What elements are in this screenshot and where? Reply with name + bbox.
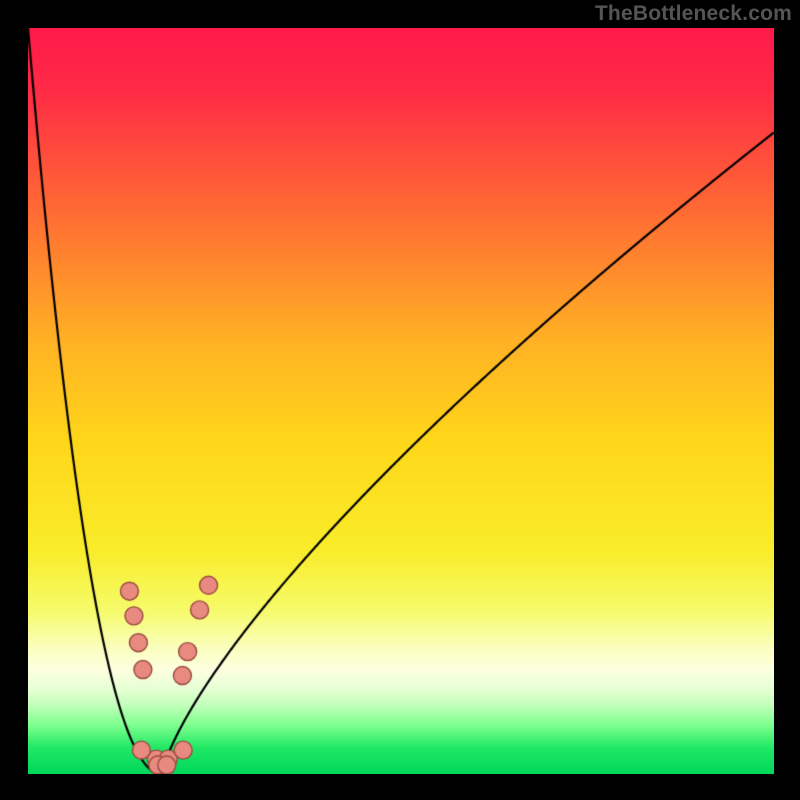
watermark-text: TheBottleneck.com (595, 2, 792, 26)
plot-area (28, 28, 774, 774)
chart-stage: { "watermark": { "text": "TheBottleneck.… (0, 0, 800, 800)
plot-canvas (28, 28, 774, 774)
